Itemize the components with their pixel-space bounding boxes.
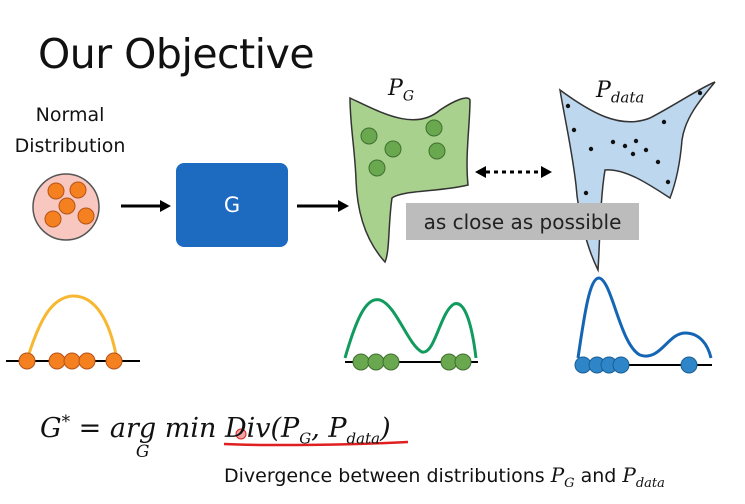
pg-label: PG <box>388 76 414 105</box>
normal-distribution-icon <box>32 173 100 241</box>
div-underline <box>223 428 409 447</box>
divergence-caption: Divergence between distributions PG and … <box>224 463 665 491</box>
double-arrow-icon <box>475 166 552 178</box>
normal-distribution-label: Normal Distribution <box>6 100 134 162</box>
normal-label-line2: Distribution <box>14 135 126 157</box>
divergence-term: Div(PG, Pdata) <box>224 413 391 448</box>
argmin-operator: arg min G <box>109 413 217 462</box>
pdata-shape <box>558 81 716 273</box>
as-close-as-possible-box: as close as possible <box>406 203 639 240</box>
normal-label-line1: Normal <box>35 104 105 126</box>
arrow-to-generator <box>121 200 171 212</box>
generator-box: G <box>176 163 288 247</box>
pdata-label: Pdata <box>596 78 645 107</box>
pdata-density-plot <box>574 276 713 374</box>
arrow-to-pg <box>297 200 349 212</box>
slide-title: Our Objective <box>38 30 315 78</box>
pg-shape <box>349 96 471 264</box>
normal-density-plot <box>6 294 140 370</box>
pg-density-plot <box>343 298 478 371</box>
objective-formula: G* = arg min G Div(PG, Pdata) <box>40 412 391 462</box>
